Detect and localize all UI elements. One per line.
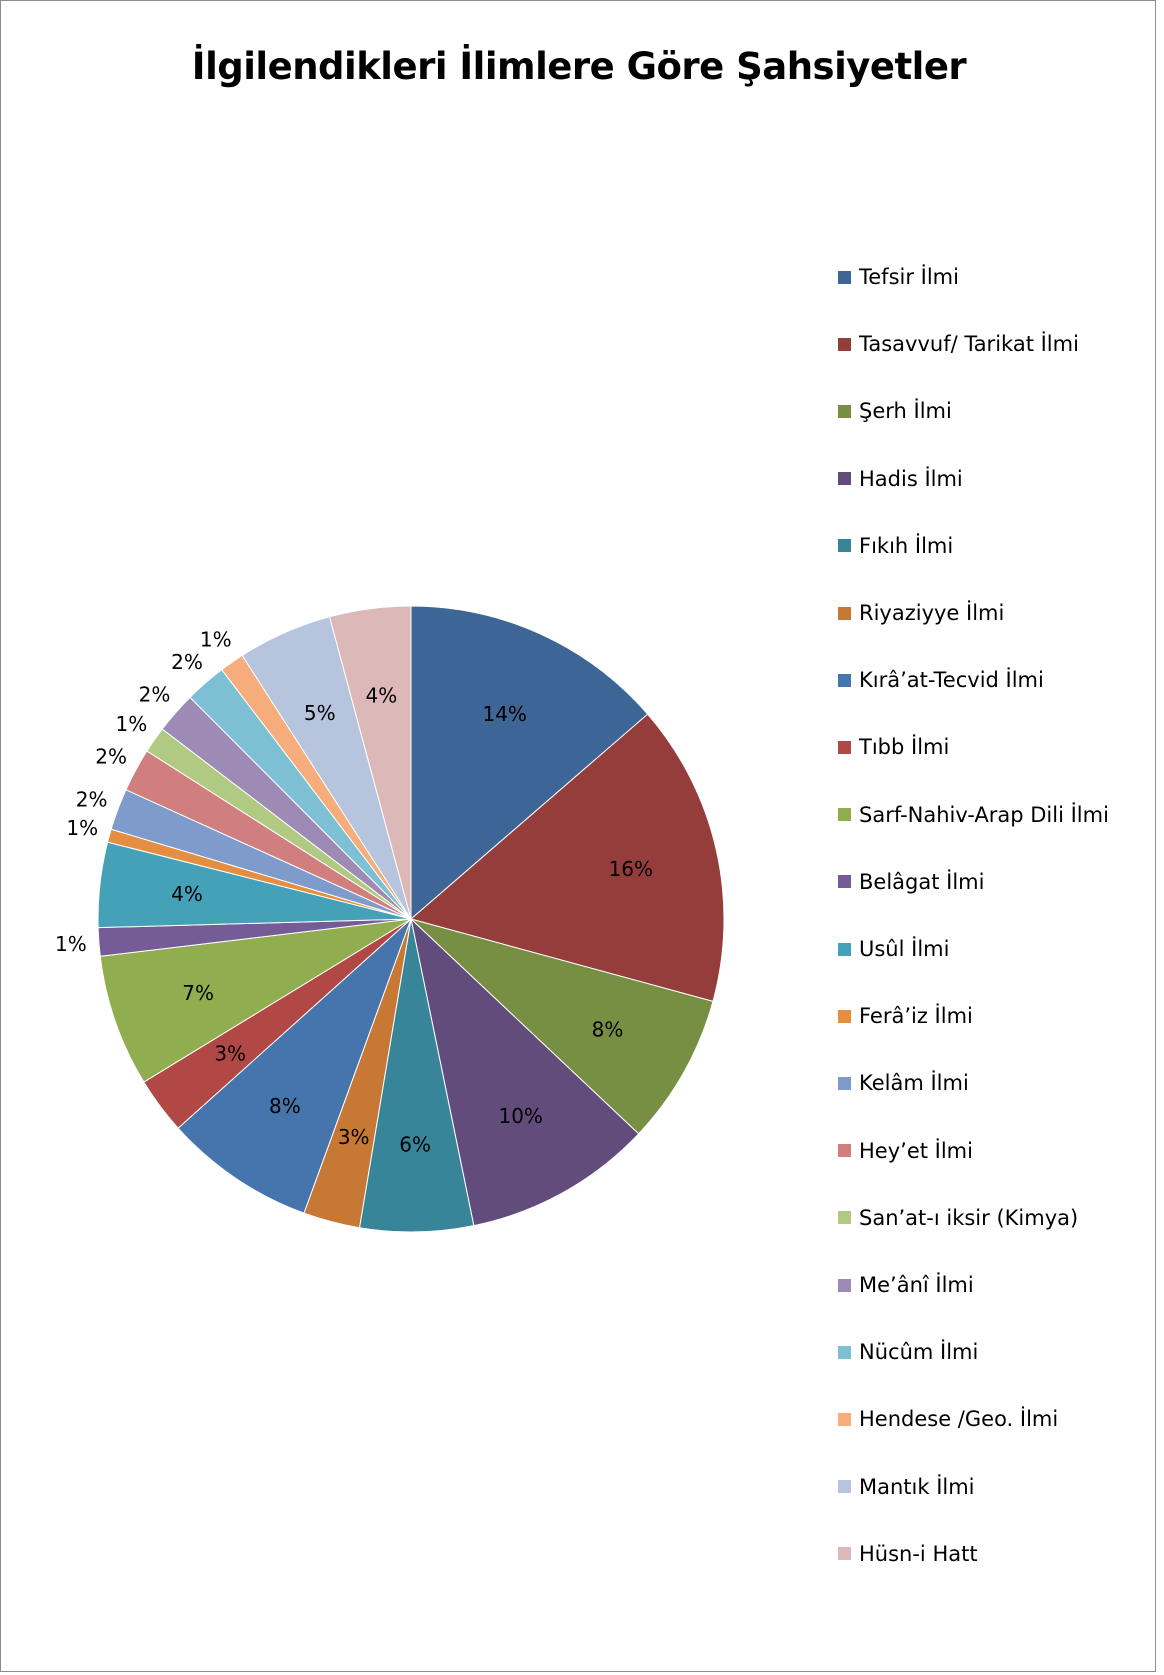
pie-slice [409, 713, 725, 1003]
legend-label: Fıkıh İlmi [859, 533, 954, 558]
chart-title: İlgilendikleri İlimlere Göre Şahsiyetler [191, 45, 967, 88]
data-label: 8% [592, 1017, 624, 1041]
legend-swatch [838, 1076, 851, 1090]
legend-item: Mantık İlmi [838, 1475, 975, 1499]
legend-label: Me’ânî İlmi [859, 1273, 974, 1297]
legend-label: Hey’et İlmi [859, 1138, 973, 1163]
data-label: 16% [609, 857, 653, 881]
data-label: 10% [498, 1104, 542, 1128]
data-label: 6% [399, 1132, 431, 1156]
legend-label: Hadis İlmi [859, 466, 963, 491]
data-label: 2% [76, 787, 108, 811]
legend-swatch [838, 606, 851, 620]
data-label: 3% [214, 1042, 246, 1066]
data-label: 3% [338, 1125, 370, 1149]
legend-label: Tasavvuf/ Tarikat İlmi [859, 332, 1079, 357]
legend-item: Nücûm İlmi [838, 1340, 978, 1364]
legend-item: Ferâ’iz İlmi [838, 1004, 973, 1028]
legend-swatch [838, 1345, 851, 1359]
legend-label: Belâgat İlmi [859, 869, 985, 894]
legend-label: Tefsir İlmi [859, 265, 959, 289]
pie-slice [410, 918, 714, 1135]
pie-slice [410, 917, 640, 1227]
legend-label: San’at-ı iksir (Kimya) [859, 1205, 1079, 1230]
legend-item: Hendese /Geo. İlmi [838, 1407, 1058, 1431]
data-label: 1% [200, 627, 232, 651]
legend-item: Şerh İlmi [838, 399, 952, 423]
data-label: 1% [116, 712, 148, 736]
legend-item: Kırâ’at-Tecvid İlmi [838, 668, 1044, 692]
legend-swatch [838, 740, 851, 754]
data-label: 1% [55, 932, 87, 956]
legend-swatch [838, 1211, 851, 1225]
legend-swatch [838, 337, 851, 351]
legend-label: Hendese /Geo. İlmi [859, 1407, 1059, 1432]
legend-item: San’at-ı iksir (Kimya) [838, 1206, 1078, 1230]
legend-swatch [838, 875, 851, 889]
legend-item: Me’ânî İlmi [838, 1273, 974, 1297]
legend-swatch [838, 1009, 851, 1023]
legend-label: Mantık İlmi [859, 1474, 975, 1499]
legend-label: Tıbb İlmi [859, 735, 950, 760]
pie-slice [410, 605, 649, 921]
data-label: 14% [482, 702, 526, 726]
data-label: 4% [366, 684, 398, 708]
legend-item: Tasavvuf/ Tarikat İlmi [838, 332, 1079, 356]
legend-label: Sarf-Nahiv-Arap Dili İlmi [859, 802, 1109, 827]
legend-label: Nücûm İlmi [859, 1340, 979, 1365]
legend-item: Hey’et İlmi [838, 1139, 973, 1163]
data-label: 7% [182, 981, 214, 1005]
legend-swatch [838, 539, 851, 553]
legend-label: Usûl İlmi [859, 937, 950, 961]
legend-item: Hadis İlmi [838, 467, 963, 491]
legend-swatch [838, 1480, 851, 1494]
data-label: 2% [95, 745, 127, 769]
legend-label: Şerh İlmi [859, 399, 952, 424]
legend-item: Tefsir İlmi [838, 265, 959, 289]
legend-swatch [838, 472, 851, 486]
legend-label: Ferâ’iz İlmi [859, 1004, 973, 1029]
pie-slice [177, 918, 412, 1214]
legend-item: Sarf-Nahiv-Arap Dili İlmi [838, 803, 1109, 827]
pie-slice [328, 605, 412, 920]
legend-item: Kelâm İlmi [838, 1071, 969, 1095]
legend-swatch [838, 270, 851, 284]
legend-swatch [838, 1412, 851, 1426]
legend-swatch [838, 1547, 851, 1561]
legend-label: Hüsn-i Hatt [859, 1541, 978, 1566]
legend-item: Riyaziyye İlmi [838, 601, 1004, 625]
legend-label: Kelâm İlmi [859, 1071, 969, 1096]
data-label: 1% [66, 816, 98, 840]
legend-item: Tıbb İlmi [838, 735, 949, 759]
legend-item: Hüsn-i Hatt [838, 1542, 978, 1566]
legend-swatch [838, 673, 851, 687]
data-label: 8% [269, 1094, 301, 1118]
data-label: 4% [171, 882, 203, 906]
pie-slice [99, 918, 412, 1083]
data-label: 5% [304, 701, 336, 725]
data-label: 2% [139, 682, 171, 706]
legend-item: Fıkıh İlmi [838, 534, 953, 558]
legend-swatch [838, 808, 851, 822]
legend-swatch [838, 1278, 851, 1292]
legend-swatch [838, 942, 851, 956]
legend-swatch [838, 404, 851, 418]
legend-item: Usûl İlmi [838, 937, 949, 961]
legend-item: Belâgat İlmi [838, 870, 984, 894]
legend-label: Kırâ’at-Tecvid İlmi [859, 668, 1044, 693]
legend-label: Riyaziyye İlmi [859, 601, 1005, 625]
legend-swatch [838, 1144, 851, 1158]
data-label: 2% [171, 650, 203, 674]
